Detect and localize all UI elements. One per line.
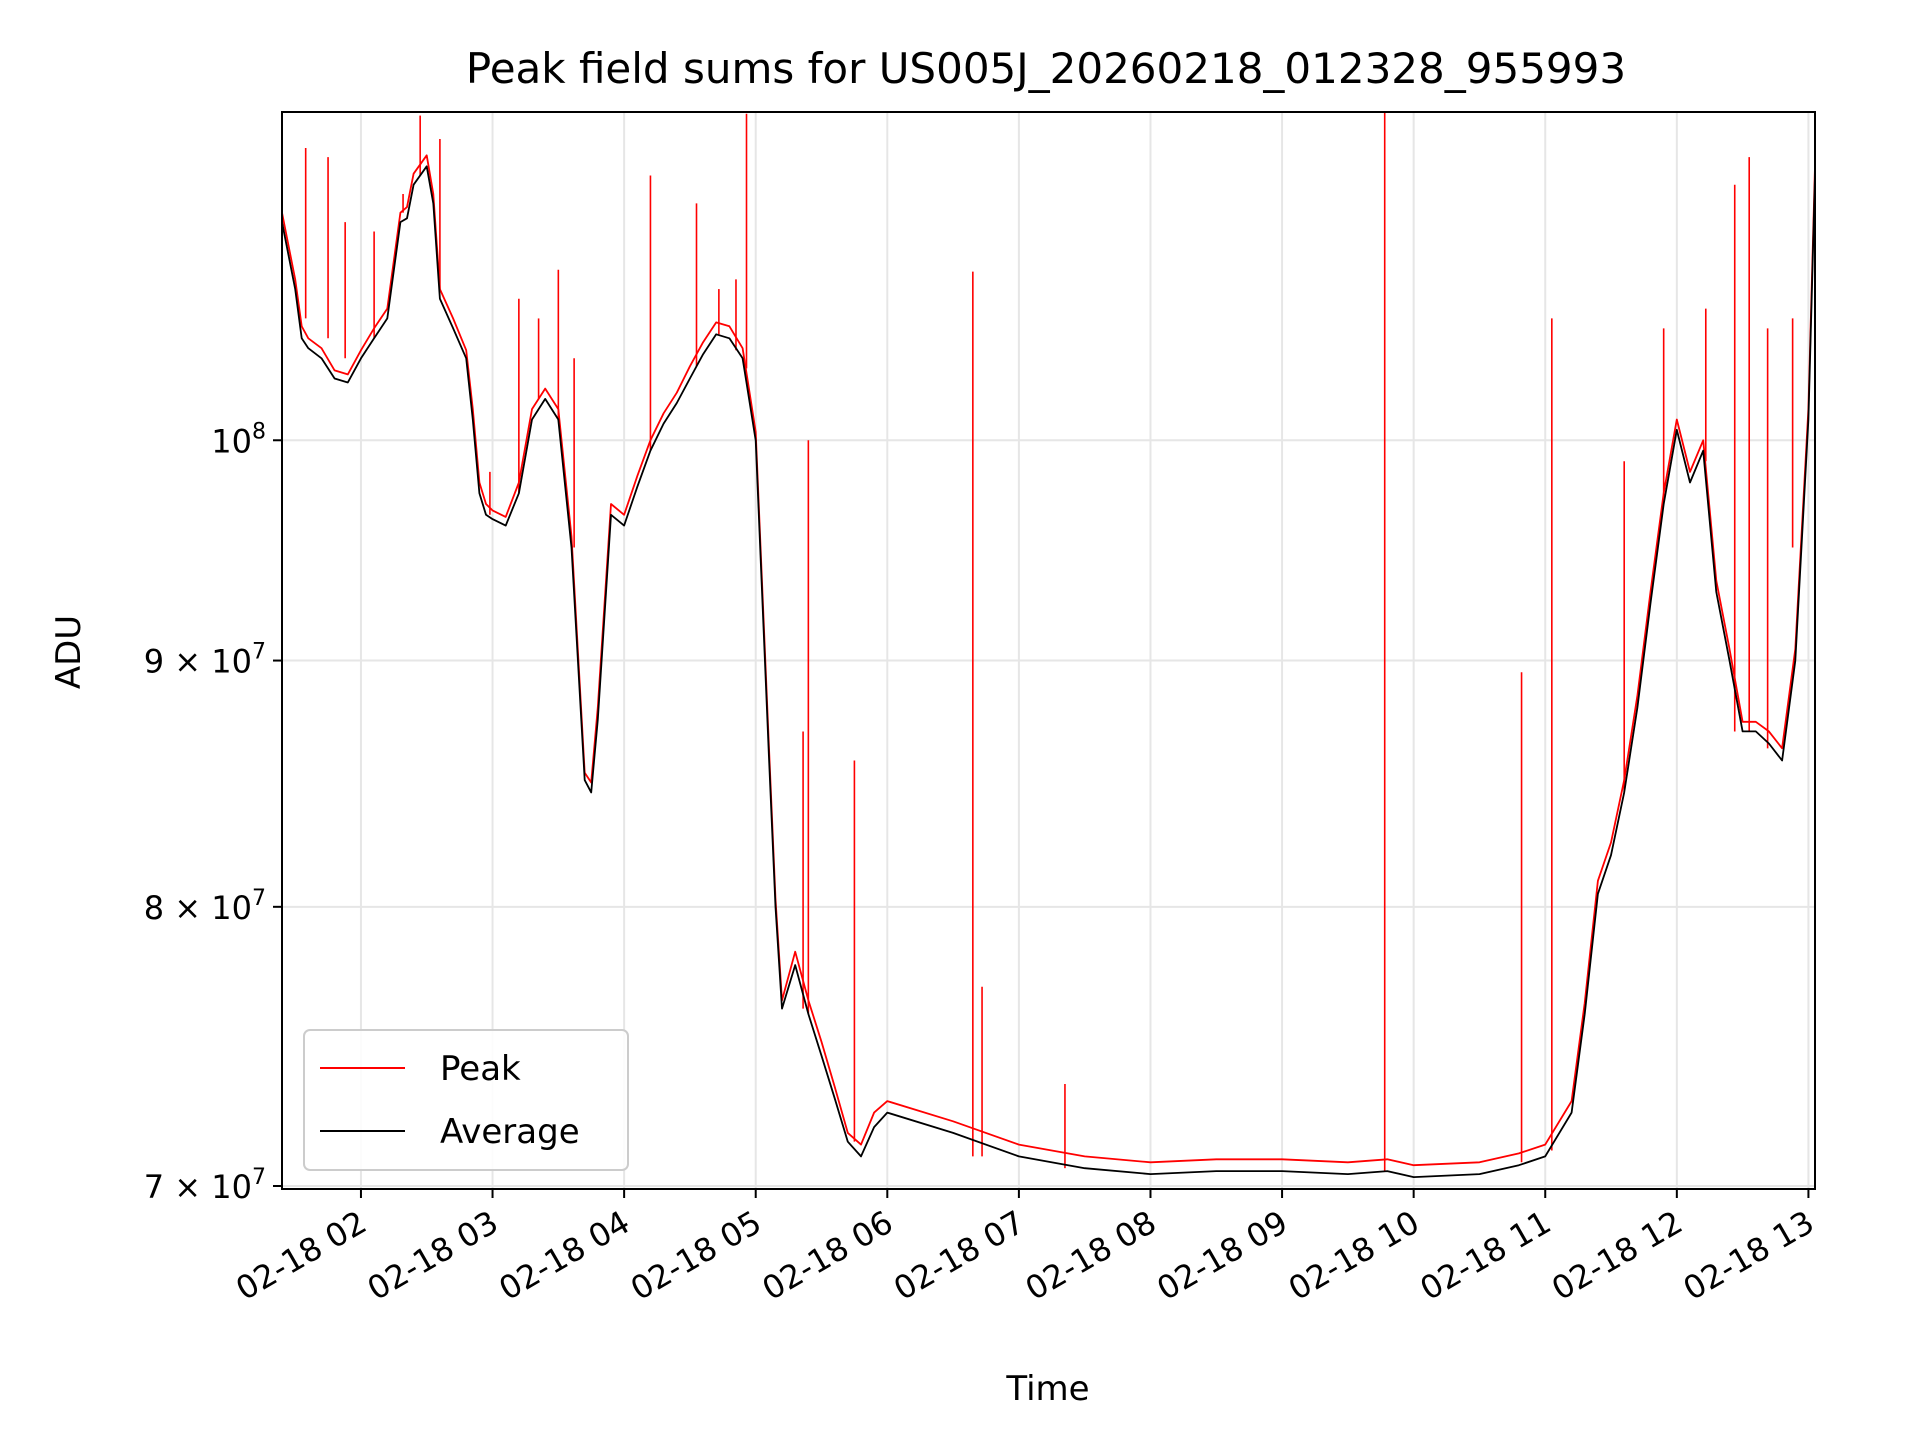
y-axis-label: ADU bbox=[49, 615, 89, 689]
legend-peak-label: Peak bbox=[440, 1049, 521, 1089]
y-tick-exponent: 7 bbox=[252, 886, 266, 911]
legend: Peak Average bbox=[303, 1029, 629, 1171]
average-series-line bbox=[281, 165, 1816, 1178]
y-tick-exponent: 8 bbox=[252, 419, 266, 444]
y-tick-label: 9 × 107 bbox=[144, 640, 266, 681]
legend-average-label: Average bbox=[440, 1112, 580, 1152]
grid-lines bbox=[282, 112, 1815, 1189]
y-tick-exponent: 7 bbox=[252, 640, 266, 665]
x-axis-label: Time bbox=[1005, 1369, 1089, 1409]
plot-frame bbox=[281, 111, 1816, 1190]
chart-title: Peak field sums for US005J_20260218_0123… bbox=[466, 44, 1626, 93]
y-tick-label: 7 × 107 bbox=[144, 1165, 266, 1206]
plot-series bbox=[281, 112, 1816, 1178]
legend-box bbox=[303, 1029, 629, 1171]
y-tick-exponent: 7 bbox=[252, 1165, 266, 1190]
y-tick-label: 8 × 107 bbox=[144, 886, 266, 927]
